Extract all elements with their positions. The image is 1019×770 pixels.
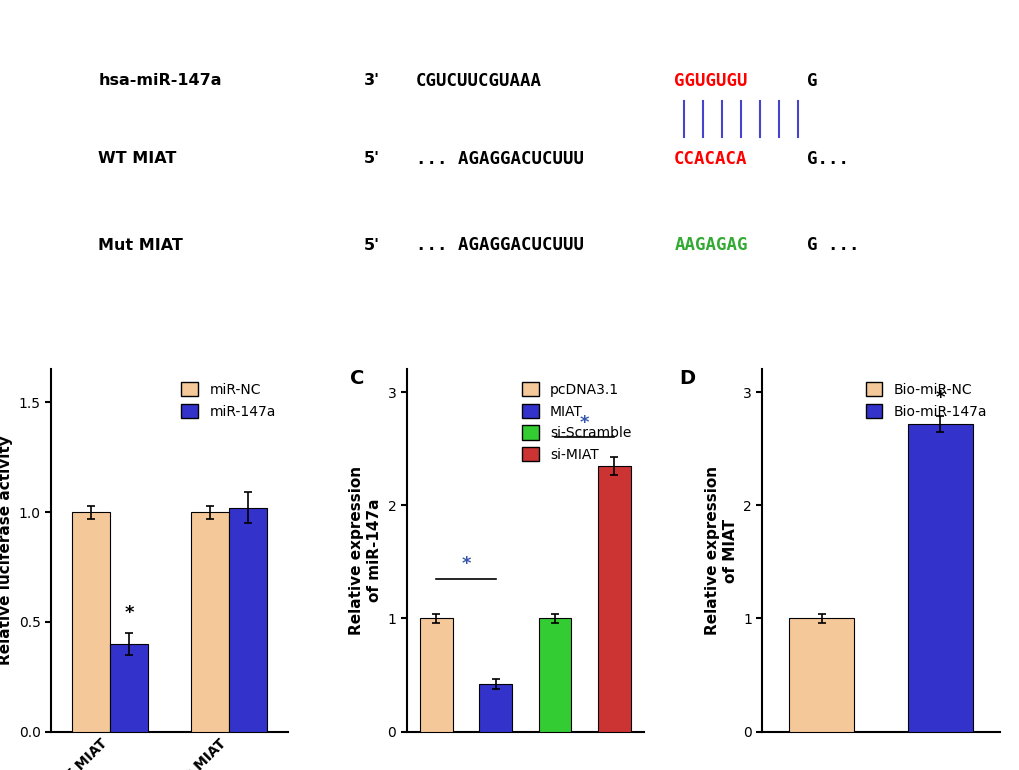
- Text: D: D: [679, 370, 695, 389]
- Text: CGUCUUCGUAAA: CGUCUUCGUAAA: [416, 72, 542, 89]
- Y-axis label: Relative expression
of MIAT: Relative expression of MIAT: [704, 466, 737, 635]
- Text: *: *: [934, 389, 945, 407]
- Text: *: *: [579, 413, 589, 432]
- Text: ... AGAGGACUCUUU: ... AGAGGACUCUUU: [416, 236, 584, 254]
- Text: 3': 3': [364, 73, 380, 89]
- Y-axis label: Relative luciferase activity: Relative luciferase activity: [0, 436, 13, 665]
- Legend: miR-NC, miR-147a: miR-NC, miR-147a: [175, 377, 281, 424]
- Bar: [191, 512, 228, 732]
- Text: 5': 5': [364, 152, 380, 166]
- Bar: [907, 424, 972, 732]
- Text: CCACACA: CCACACA: [674, 150, 747, 168]
- Text: ... AGAGGACUCUUU: ... AGAGGACUCUUU: [416, 150, 584, 168]
- Text: Mut MIAT: Mut MIAT: [99, 238, 183, 253]
- Text: G ...: G ...: [806, 236, 859, 254]
- Text: C: C: [350, 370, 364, 389]
- Bar: [597, 466, 630, 732]
- Bar: [789, 618, 854, 732]
- Text: hsa-miR-147a: hsa-miR-147a: [99, 73, 222, 89]
- Text: G: G: [806, 72, 817, 89]
- Bar: [228, 507, 267, 732]
- Text: *: *: [124, 604, 133, 622]
- Text: G...: G...: [806, 150, 848, 168]
- Bar: [72, 512, 110, 732]
- Legend: pcDNA3.1, MIAT, si-Scramble, si-MIAT: pcDNA3.1, MIAT, si-Scramble, si-MIAT: [517, 377, 636, 467]
- Text: AAGAGAG: AAGAGAG: [674, 236, 747, 254]
- Bar: [479, 684, 512, 732]
- Y-axis label: Relative expression
of miR-147a: Relative expression of miR-147a: [350, 466, 381, 635]
- Legend: Bio-miR-NC, Bio-miR-147a: Bio-miR-NC, Bio-miR-147a: [859, 377, 991, 424]
- Text: WT MIAT: WT MIAT: [99, 152, 176, 166]
- Text: GGUGUGU: GGUGUGU: [674, 72, 747, 89]
- Bar: [110, 644, 148, 732]
- Bar: [538, 618, 571, 732]
- Text: 5': 5': [364, 238, 380, 253]
- Bar: [420, 618, 452, 732]
- Text: *: *: [461, 555, 471, 573]
